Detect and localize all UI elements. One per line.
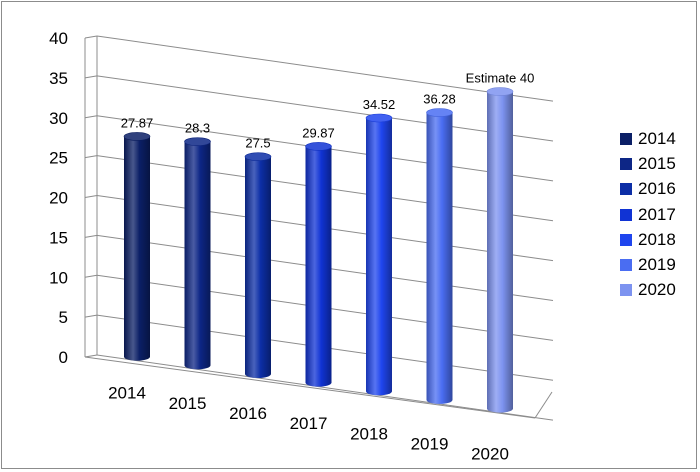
legend-swatch	[620, 183, 632, 196]
bar-top	[123, 132, 151, 141]
data-label: Estimate 40	[466, 71, 535, 86]
y-tick-label: 30	[49, 109, 68, 128]
bar-top	[244, 152, 272, 161]
bars	[123, 87, 514, 413]
bar-2015	[184, 141, 211, 370]
legend-label: 2017	[638, 204, 676, 224]
y-tick-label: 15	[49, 228, 68, 247]
tick-mark	[84, 35, 98, 39]
y-axis: 0 5 10 15 20 25 30 35 40	[49, 29, 68, 367]
bar-top	[184, 137, 211, 146]
tick-mark	[84, 274, 98, 278]
legend-item: 2014	[620, 126, 700, 151]
data-label: 27.5	[245, 136, 270, 151]
data-label: 28.3	[185, 121, 210, 136]
gridline	[96, 75, 554, 142]
y-tick-label: 10	[49, 268, 68, 287]
legend-item: 2016	[620, 177, 700, 202]
legend-label: 2014	[638, 128, 676, 148]
x-tick-label: 2020	[471, 445, 509, 464]
bar-2017	[305, 146, 332, 387]
bar-2016	[245, 156, 271, 378]
y-tick-label: 40	[49, 29, 68, 48]
bar-top	[426, 108, 453, 117]
x-tick-label: 2015	[169, 394, 207, 413]
legend-label: 2018	[638, 229, 676, 249]
legend-swatch	[620, 132, 632, 145]
bar-2020	[487, 91, 513, 413]
x-tick-label: 2018	[350, 424, 388, 443]
legend-label: 2020	[638, 280, 676, 300]
x-tick-label: 2014	[108, 384, 146, 403]
legend: 2014 2015 2016 2017 2018 2019 2020	[620, 126, 700, 303]
tick-mark	[84, 155, 98, 159]
legend-item: 2015	[620, 151, 700, 176]
bar-top	[305, 142, 332, 151]
data-labels: 27.87 28.3 27.5 29.87 34.52 36.28 Estimate 40	[121, 71, 535, 151]
x-tick-label: 2017	[290, 414, 328, 433]
bar-top	[486, 87, 514, 96]
data-label: 36.28	[423, 92, 456, 107]
x-axis: 2014 2015 2016 2017 2018 2019 2020	[108, 384, 509, 464]
legend-swatch	[620, 157, 632, 170]
data-label: 29.87	[302, 125, 335, 140]
y-tick-label: 20	[49, 189, 68, 208]
y-tick-label: 0	[59, 348, 68, 367]
x-tick-label: 2019	[411, 434, 449, 453]
bar-2019	[426, 112, 453, 404]
legend-swatch	[620, 208, 632, 221]
legend-item: 2020	[620, 278, 700, 303]
tick-mark	[84, 75, 98, 79]
legend-label: 2019	[638, 255, 676, 275]
legend-swatch	[620, 259, 632, 272]
floor-edge	[84, 356, 536, 419]
tick-mark	[84, 115, 98, 119]
tick-mark	[84, 195, 98, 198]
gridline	[96, 354, 554, 421]
legend-swatch	[620, 233, 632, 246]
legend-item: 2017	[620, 202, 700, 227]
legend-item: 2019	[620, 252, 700, 277]
bar-2018	[366, 117, 392, 396]
legend-item: 2018	[620, 227, 700, 252]
gridline	[96, 35, 554, 102]
legend-label: 2015	[638, 153, 676, 173]
bar-2014	[124, 136, 150, 361]
data-label: 27.87	[121, 115, 154, 130]
legend-swatch	[620, 284, 632, 297]
y-tick-label: 35	[49, 69, 68, 88]
x-tick-label: 2016	[229, 404, 267, 423]
y-tick-label: 5	[59, 308, 68, 327]
floor-edge	[534, 391, 553, 419]
data-label: 34.52	[363, 97, 396, 112]
bar-top	[365, 113, 393, 123]
tick-mark	[84, 354, 98, 358]
y-tick-label: 25	[49, 149, 68, 168]
tick-mark	[84, 314, 98, 318]
tick-mark	[84, 234, 98, 238]
legend-label: 2016	[638, 179, 676, 199]
